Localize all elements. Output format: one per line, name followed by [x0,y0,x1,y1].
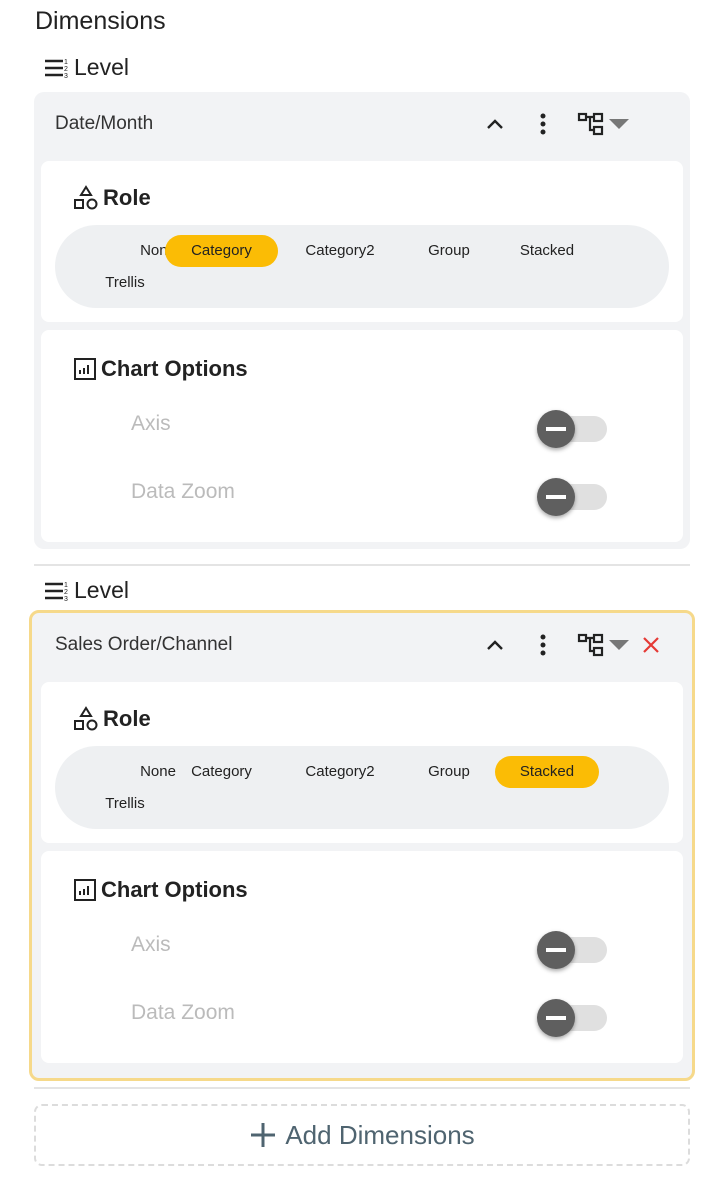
chart-options-heading: Chart Options [101,877,248,902]
role-chip-category2[interactable]: Category2 [305,763,375,780]
option-label: Axis [131,412,171,435]
shapes-icon [74,706,98,731]
bar-chart-icon [74,879,96,901]
divider [34,1087,690,1089]
svg-text:1: 1 [64,582,68,589]
option-label: Data Zoom [131,1001,235,1024]
level-label: Level [74,577,129,603]
minus-icon [537,478,575,516]
collapse-chevron-up-icon[interactable] [481,110,509,138]
role-selector: None Category Category2 Group Stacked Trellis [55,746,669,829]
option-label: Data Zoom [131,480,235,503]
add-dimensions-label: Add Dimensions [285,1119,475,1150]
svg-text:3: 3 [64,73,68,80]
ordered-list-icon: 123 [45,59,68,80]
role-heading: Role [103,706,151,731]
plus-icon [251,1123,276,1147]
chart-options-panel: Chart Options Axis Data Zoom [41,330,683,542]
chart-options-panel: Chart Options Axis Data Zoom [41,851,683,1063]
role-chip-group[interactable]: Group [428,242,470,259]
role-chip-trellis[interactable]: Trellis [105,795,145,812]
remove-close-icon[interactable] [637,631,665,659]
role-panel: Role None Category Category2 Group Stacked Tr… [41,161,683,322]
level-heading: 1 2 3 Level [43,54,129,81]
dimension-name: Sales Order/Channel [55,634,233,655]
option-toggle[interactable] [537,997,609,1039]
option-toggle[interactable] [537,929,609,971]
svg-text:2: 2 [64,589,68,596]
shapes-icon [74,185,98,210]
option-label: Axis [131,933,171,956]
minus-icon [537,999,575,1037]
svg-text:3: 3 [64,596,68,603]
more-vertical-icon[interactable] [529,631,557,659]
svg-text:2: 2 [64,66,68,73]
role-chip-stacked[interactable]: Stacked [519,242,575,259]
dimension-card[interactable]: Sales Order/Channel Role None Category Cat… [29,610,695,1081]
role-heading: Role [103,185,151,210]
role-chip-stacked[interactable]: Stacked [495,756,599,788]
dropdown-caret-icon[interactable] [605,110,633,138]
role-chip-trellis[interactable]: Trellis [105,274,145,291]
svg-text:1: 1 [64,59,68,66]
dimension-card[interactable]: Date/Month Role None Category Category2 Gro… [34,92,690,549]
section-title: Dimensions [35,7,166,35]
dropdown-caret-icon[interactable] [605,631,633,659]
more-vertical-icon[interactable] [529,110,557,138]
role-selector: None Category Category2 Group Stacked Trellis [55,225,669,308]
collapse-chevron-up-icon[interactable] [481,631,509,659]
role-chip-category[interactable]: Category [191,763,252,780]
minus-icon [537,931,575,969]
role-chip-category[interactable]: Category [165,235,278,267]
chart-options-heading: Chart Options [101,356,248,381]
hierarchy-icon[interactable] [577,110,605,138]
role-chip-category2[interactable]: Category2 [305,242,375,259]
bar-chart-icon [74,358,96,380]
level-label: Level [74,54,129,80]
option-toggle[interactable] [537,476,609,518]
role-panel: Role None Category Category2 Group Stacked Tr… [41,682,683,843]
divider [34,564,690,566]
role-chip-group[interactable]: Group [428,763,470,780]
dimension-name: Date/Month [55,113,154,134]
add-dimensions-button[interactable]: Add Dimensions [34,1104,690,1166]
ordered-list-icon: 123 [45,582,68,603]
option-toggle[interactable] [537,408,609,450]
level-heading: 1 2 3 Level [43,577,129,604]
hierarchy-icon[interactable] [577,631,605,659]
role-chip-none[interactable]: None [140,763,176,780]
minus-icon [537,410,575,448]
